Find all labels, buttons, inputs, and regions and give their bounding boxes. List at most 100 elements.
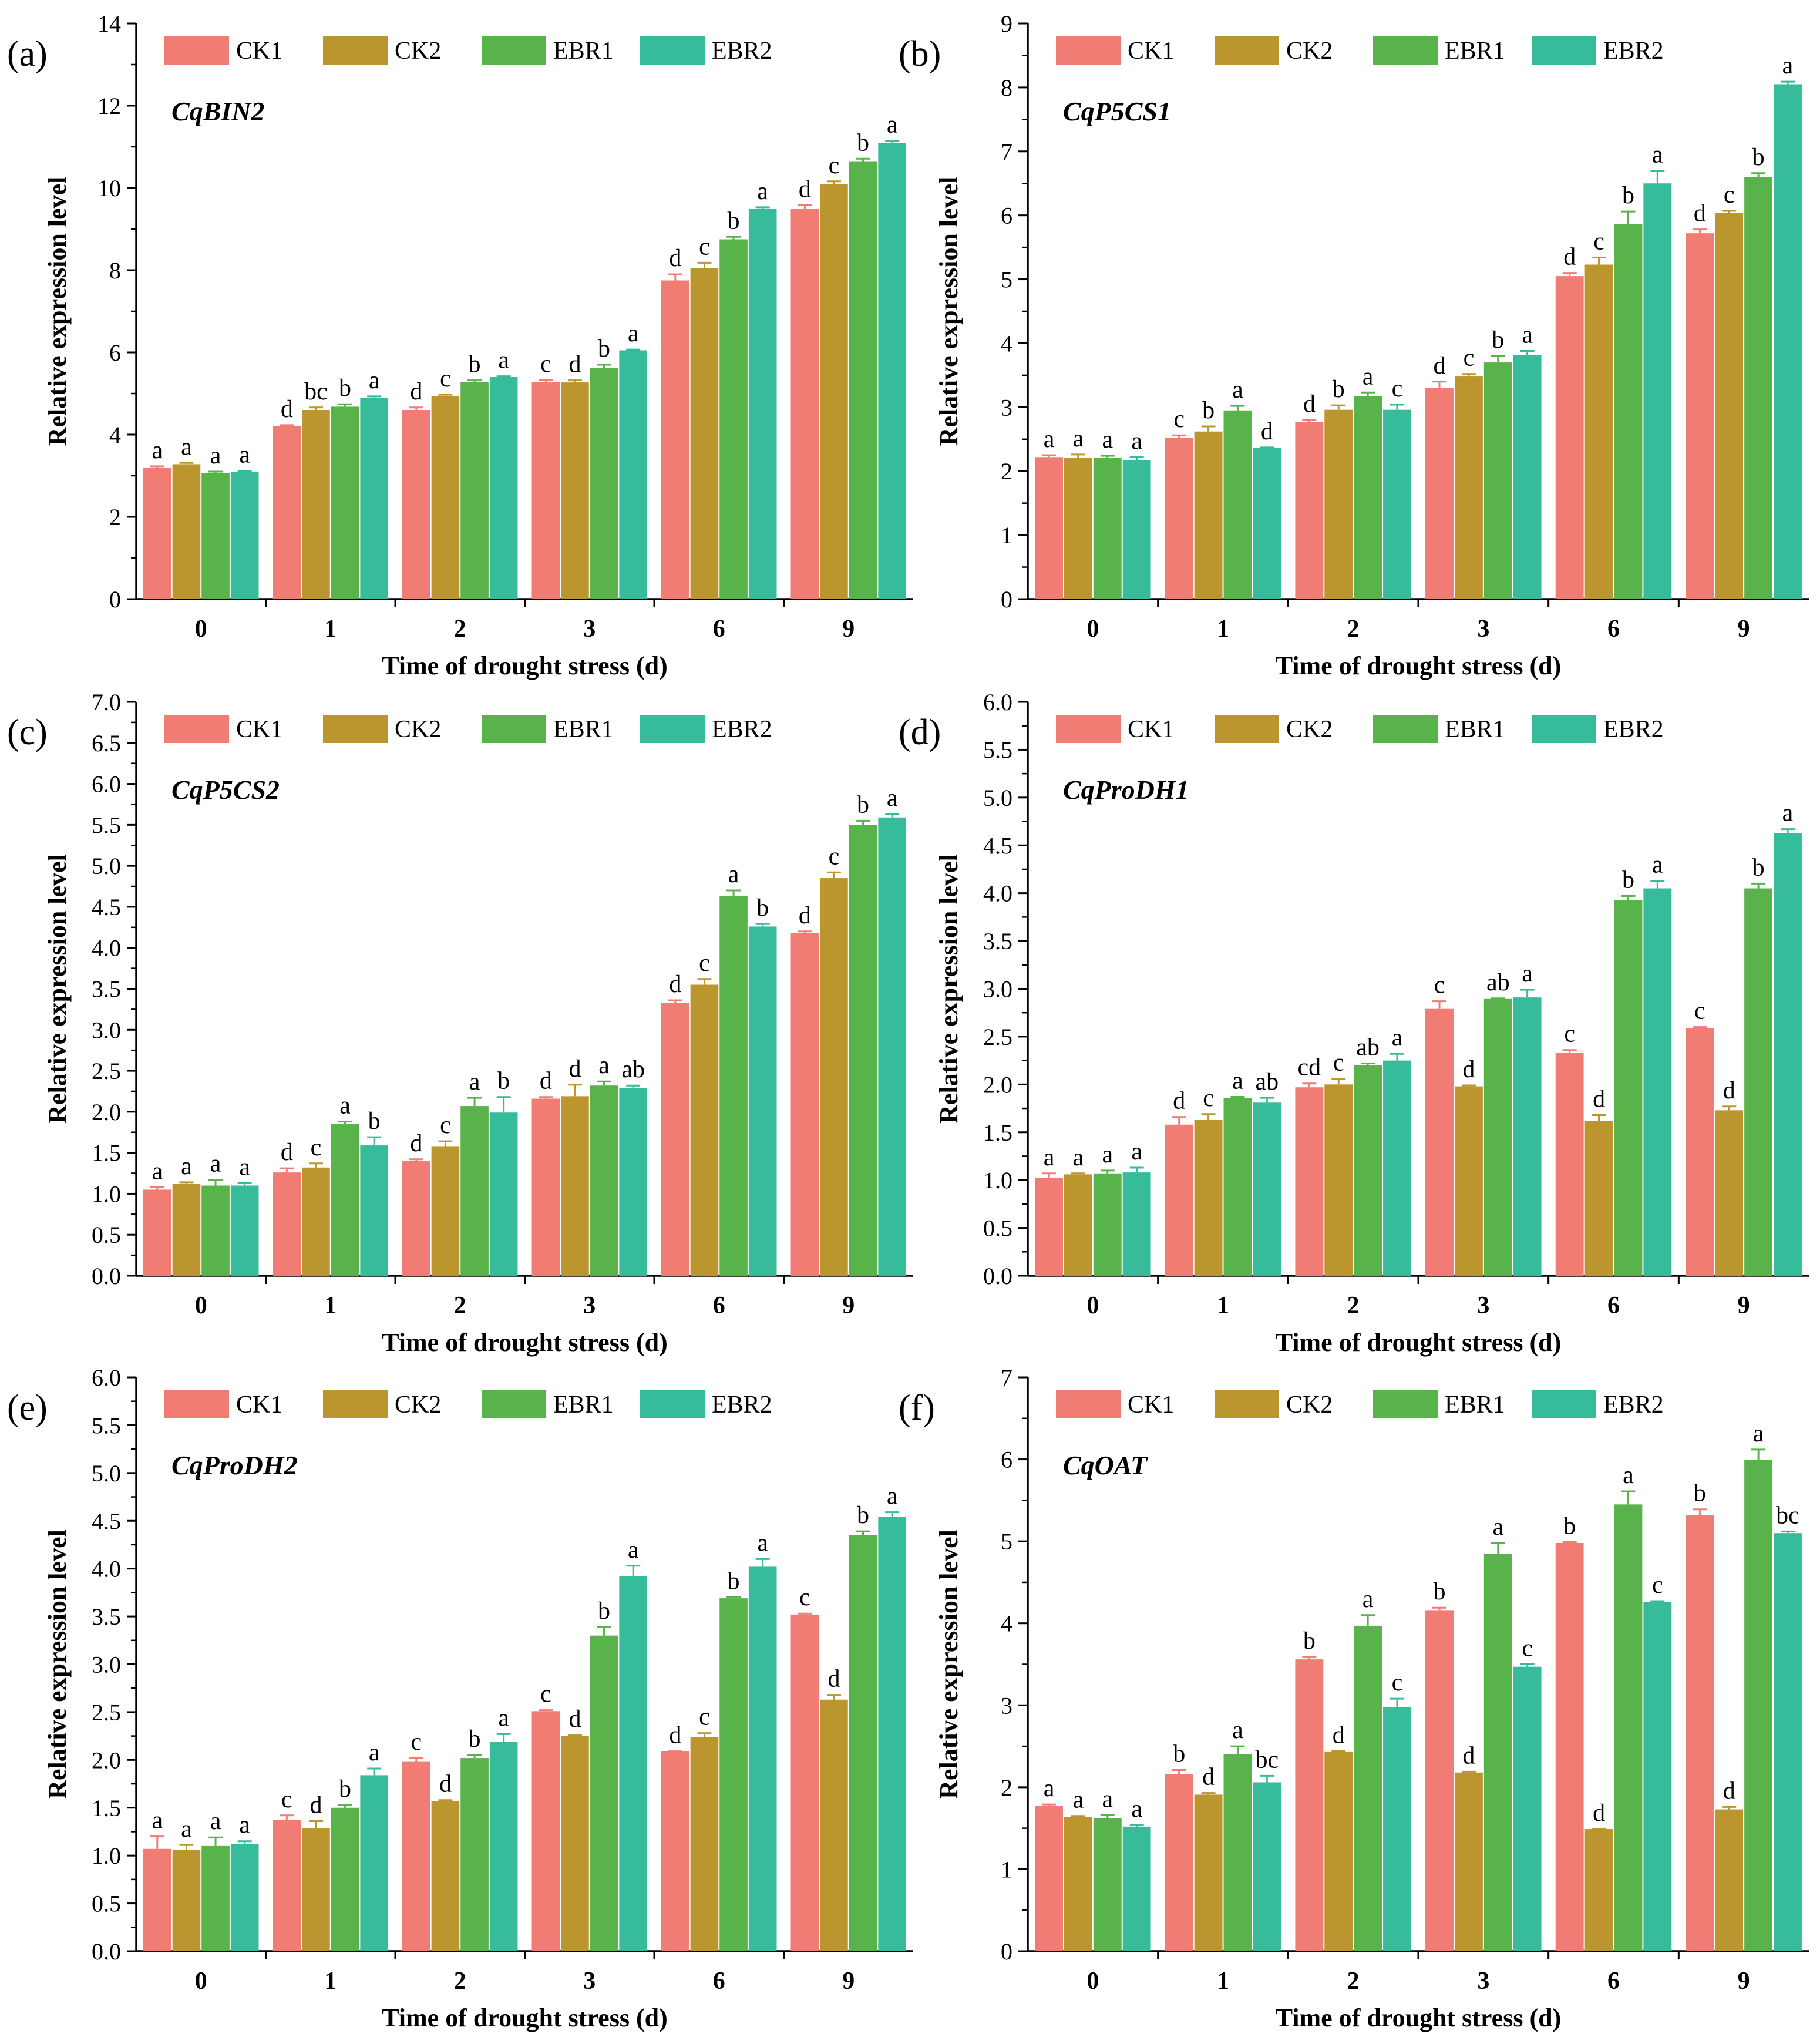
bar-ck2-0 [1064, 1174, 1092, 1276]
significance-letter: b [857, 1502, 869, 1529]
bar-ck1-3 [1425, 1610, 1454, 1951]
bar-ebr2-9 [1774, 84, 1802, 599]
significance-letter: a [1102, 1141, 1113, 1168]
bar-ebr1-1 [331, 1124, 359, 1276]
x-tick-label: 1 [324, 616, 337, 643]
x-tick-label: 6 [1607, 1292, 1620, 1319]
y-tick-label: 1.5 [92, 1795, 121, 1821]
y-tick-label: 2 [109, 504, 121, 530]
y-tick-label: 6 [109, 339, 121, 366]
significance-letter: d [1593, 1085, 1605, 1112]
y-tick-label: 6.0 [92, 771, 121, 798]
bar-ebr2-1 [360, 1145, 388, 1276]
significance-letter: b [1333, 376, 1345, 403]
x-tick-label: 3 [1477, 1968, 1489, 1995]
bar-ck2-3 [1454, 1772, 1483, 1951]
bar-ebr2-3 [619, 1088, 647, 1276]
significance-letter: d [669, 971, 681, 998]
bar-ck2-9 [820, 878, 848, 1276]
bar-ck2-9 [1715, 1110, 1744, 1276]
significance-letter: a [887, 112, 898, 139]
bar-ebr1-2 [1354, 1625, 1382, 1951]
bar-ebr1-2 [460, 1106, 489, 1276]
legend-label-ck1: CK1 [236, 1391, 282, 1418]
significance-letter: d [1303, 391, 1316, 418]
legend-label-ck1: CK1 [236, 38, 282, 65]
bar-ck1-3 [531, 1711, 560, 1951]
bar-ck1-3 [531, 1098, 560, 1276]
legend-swatch-ebr2 [640, 1390, 705, 1418]
y-tick-label: 1.5 [92, 1140, 121, 1166]
bar-ck2-3 [561, 382, 589, 599]
significance-letter: ab [1255, 1068, 1279, 1095]
legend-label-ck2: CK2 [1286, 1391, 1333, 1418]
bar-ck2-6 [690, 1737, 719, 1951]
significance-letter: a [152, 437, 163, 464]
significance-letter: d [1723, 1777, 1735, 1804]
significance-letter: a [1782, 800, 1794, 827]
panel-label: (c) [7, 712, 48, 752]
significance-letter: a [1623, 1462, 1634, 1489]
bar-ebr2-6 [1643, 1602, 1672, 1951]
legend-label-ebr2: EBR2 [712, 716, 772, 743]
significance-letter: a [1492, 1514, 1503, 1541]
bar-ebr1-9 [1744, 1460, 1773, 1951]
significance-letter: b [728, 207, 740, 234]
significance-letter: a [1044, 426, 1055, 453]
legend-label-ebr1: EBR1 [553, 1391, 614, 1418]
y-tick-label: 1 [1001, 1856, 1012, 1882]
significance-letter: b [1303, 1628, 1316, 1655]
significance-letter: a [1652, 141, 1663, 168]
y-axis-title: Relative expression level [43, 177, 72, 446]
significance-letter: a [628, 320, 639, 347]
significance-letter: d [669, 1722, 681, 1749]
gene-name: CqOAT [1063, 1450, 1148, 1480]
y-tick-label: 0.0 [92, 1263, 121, 1289]
bar-ebr1-3 [1483, 998, 1512, 1276]
bar-ck1-9 [1686, 1515, 1714, 1951]
significance-letter: a [339, 1092, 351, 1120]
bar-ck2-0 [1064, 458, 1092, 599]
legend-swatch-ebr1 [1373, 715, 1438, 743]
significance-letter: a [210, 1151, 221, 1178]
significance-letter: a [887, 785, 898, 812]
legend-label-ck2: CK2 [395, 716, 441, 743]
bar-ebr1-6 [719, 896, 748, 1276]
significance-letter: c [1203, 1085, 1214, 1112]
y-tick-label: 4 [1001, 1611, 1012, 1637]
significance-letter: c [1434, 972, 1445, 999]
x-tick-label: 1 [324, 1968, 337, 1995]
bar-ebr1-9 [849, 161, 877, 599]
significance-letter: d [410, 1130, 422, 1157]
significance-letter: a [1073, 425, 1084, 452]
y-tick-label: 3.5 [92, 976, 121, 1003]
significance-letter: d [281, 396, 293, 423]
bar-ebr1-2 [460, 382, 489, 599]
significance-letter: b [1434, 1578, 1446, 1605]
bar-ck1-3 [531, 382, 560, 599]
y-tick-label: 0.0 [983, 1263, 1012, 1289]
significance-letter: ab [621, 1056, 645, 1083]
bar-ck1-6 [1555, 276, 1584, 600]
significance-letter: c [1464, 345, 1475, 372]
significance-letter: b [339, 375, 351, 402]
significance-letter: c [1333, 1050, 1344, 1077]
bar-ebr2-0 [1122, 1172, 1151, 1276]
chart-panel-d: (d) 0.0 0.5 1.0 1.5 2.0 2.5 3.0 3.5 4.0 4.5 5.0 5.5 6… [899, 689, 1809, 1357]
y-tick-label: 0.0 [92, 1938, 121, 1965]
significance-letter: c [411, 1729, 422, 1756]
bar-ebr2-6 [1643, 183, 1672, 599]
bar-ebr1-3 [1483, 1554, 1512, 1951]
y-tick-label: 4.0 [92, 1556, 121, 1582]
bar-ebr1-9 [1744, 177, 1773, 599]
significance-letter: a [369, 1739, 380, 1766]
significance-letter: b [1694, 1480, 1706, 1507]
y-tick-label: 6 [1001, 1447, 1012, 1473]
legend-swatch-ebr1 [1373, 36, 1438, 65]
x-tick-label: 3 [1477, 1292, 1489, 1319]
bar-ebr2-9 [1774, 833, 1802, 1276]
significance-letter: b [1622, 867, 1634, 894]
legend-label-ebr1: EBR1 [1445, 716, 1505, 743]
